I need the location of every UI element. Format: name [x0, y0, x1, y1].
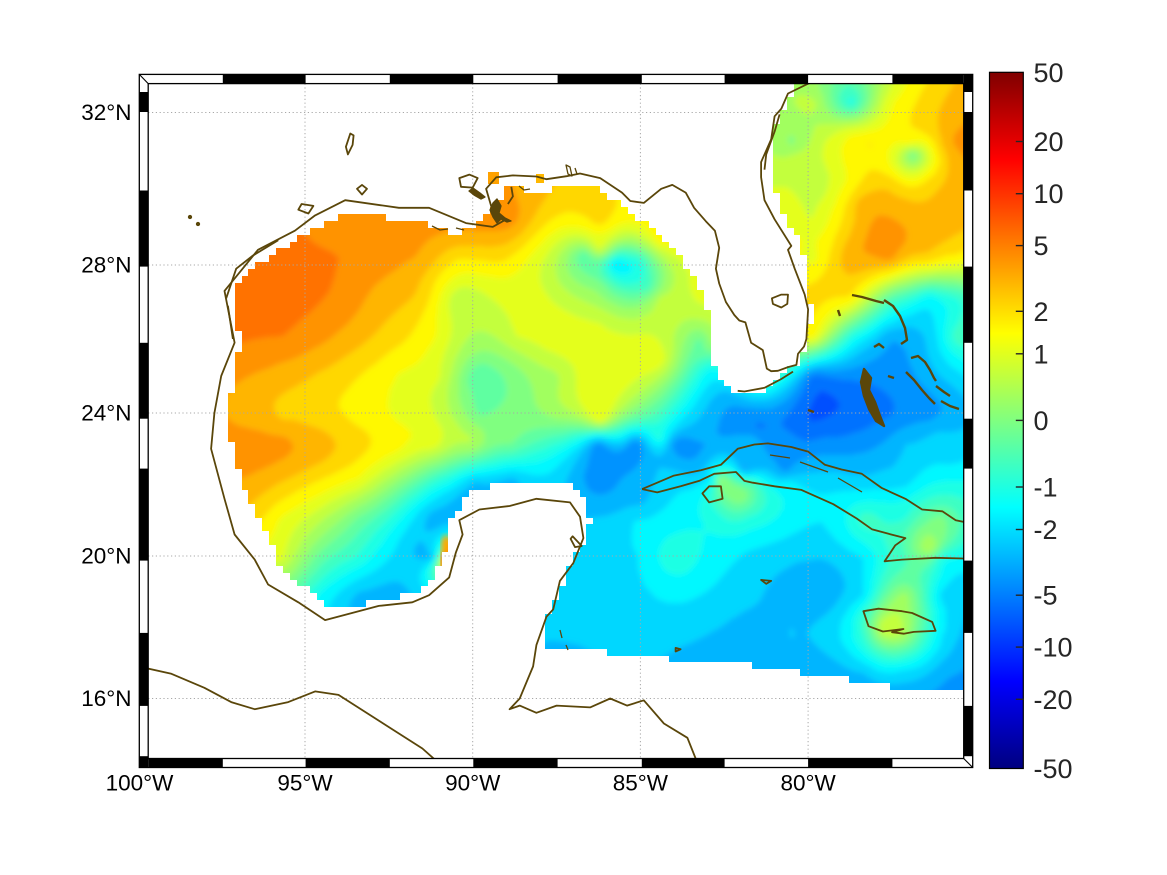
- svg-text:85°W: 85°W: [613, 771, 669, 796]
- svg-text:1: 1: [1034, 339, 1049, 369]
- svg-text:50: 50: [1034, 58, 1064, 88]
- svg-text:20°N: 20°N: [81, 544, 131, 569]
- svg-text:-5: -5: [1034, 581, 1058, 611]
- svg-text:2: 2: [1034, 297, 1049, 327]
- svg-text:100°W: 100°W: [106, 771, 175, 796]
- svg-text:16°N: 16°N: [81, 686, 131, 711]
- svg-text:28°N: 28°N: [81, 253, 131, 278]
- svg-text:80°W: 80°W: [780, 771, 836, 796]
- svg-text:24°N: 24°N: [81, 401, 131, 426]
- svg-text:-2: -2: [1034, 515, 1058, 545]
- svg-text:20: 20: [1034, 127, 1064, 157]
- svg-text:5: 5: [1034, 231, 1049, 261]
- svg-text:-50: -50: [1034, 754, 1073, 784]
- svg-text:10: 10: [1034, 179, 1064, 209]
- svg-text:95°W: 95°W: [277, 771, 333, 796]
- svg-text:90°W: 90°W: [445, 771, 501, 796]
- svg-text:-10: -10: [1034, 633, 1073, 663]
- svg-text:-20: -20: [1034, 685, 1073, 715]
- svg-text:0: 0: [1034, 406, 1049, 436]
- svg-text:32°N: 32°N: [81, 100, 131, 125]
- svg-text:-1: -1: [1034, 473, 1058, 503]
